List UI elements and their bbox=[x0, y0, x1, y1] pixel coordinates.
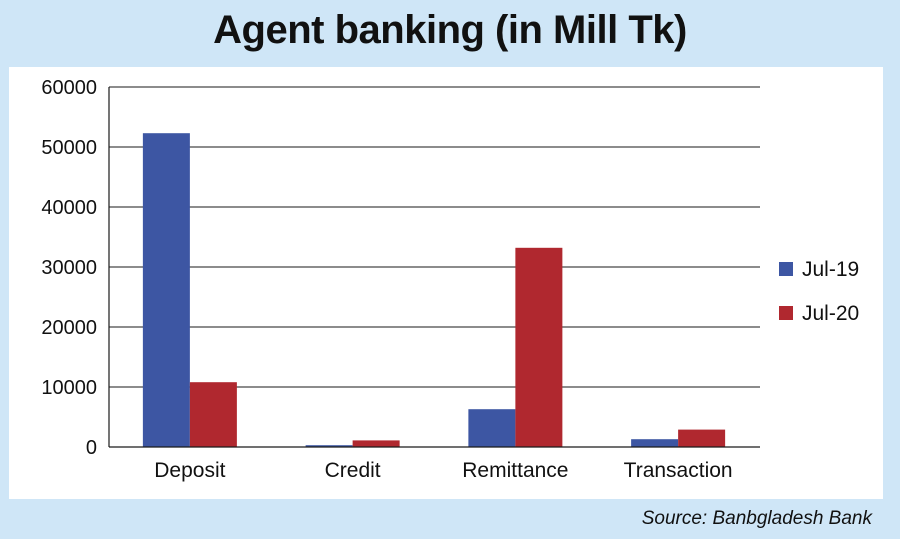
y-tick-label: 10000 bbox=[41, 377, 97, 399]
bar-transaction-jul-20 bbox=[678, 429, 726, 447]
y-axis-ticks: 0 10000 20000 30000 40000 50000 60000 bbox=[41, 77, 97, 459]
axes bbox=[108, 87, 760, 448]
chart-title: Agent banking (in Mill Tk) bbox=[213, 8, 687, 52]
bar-deposit-jul-19 bbox=[142, 133, 190, 447]
y-tick-label: 0 bbox=[86, 437, 97, 459]
x-category-label: Transaction bbox=[624, 459, 733, 482]
legend-label: Jul-19 bbox=[802, 258, 859, 281]
legend: Jul-19 Jul-20 bbox=[779, 258, 859, 325]
bar-credit-jul-19 bbox=[305, 445, 353, 447]
bar-transaction-jul-19 bbox=[631, 439, 679, 447]
y-tick-label: 40000 bbox=[41, 197, 97, 219]
y-tick-label: 50000 bbox=[41, 137, 97, 159]
bar-deposit-jul-20 bbox=[189, 382, 237, 447]
bar-remittance-jul-20 bbox=[515, 247, 563, 447]
y-tick-label: 20000 bbox=[41, 317, 97, 339]
legend-swatch bbox=[779, 262, 793, 276]
x-category-label: Remittance bbox=[462, 459, 568, 482]
y-tick-label: 30000 bbox=[41, 257, 97, 279]
x-category-label: Deposit bbox=[154, 459, 225, 482]
x-axis-categories: Deposit Credit Remittance Transaction bbox=[154, 459, 732, 482]
bar-remittance-jul-19 bbox=[468, 409, 516, 447]
x-category-label: Credit bbox=[325, 459, 381, 482]
legend-swatch bbox=[779, 306, 793, 320]
source-note: Source: Banbgladesh Bank bbox=[641, 508, 872, 529]
y-tick-label: 60000 bbox=[41, 77, 97, 99]
bars bbox=[142, 133, 726, 447]
legend-label: Jul-20 bbox=[802, 302, 859, 325]
bar-credit-jul-20 bbox=[352, 440, 400, 447]
